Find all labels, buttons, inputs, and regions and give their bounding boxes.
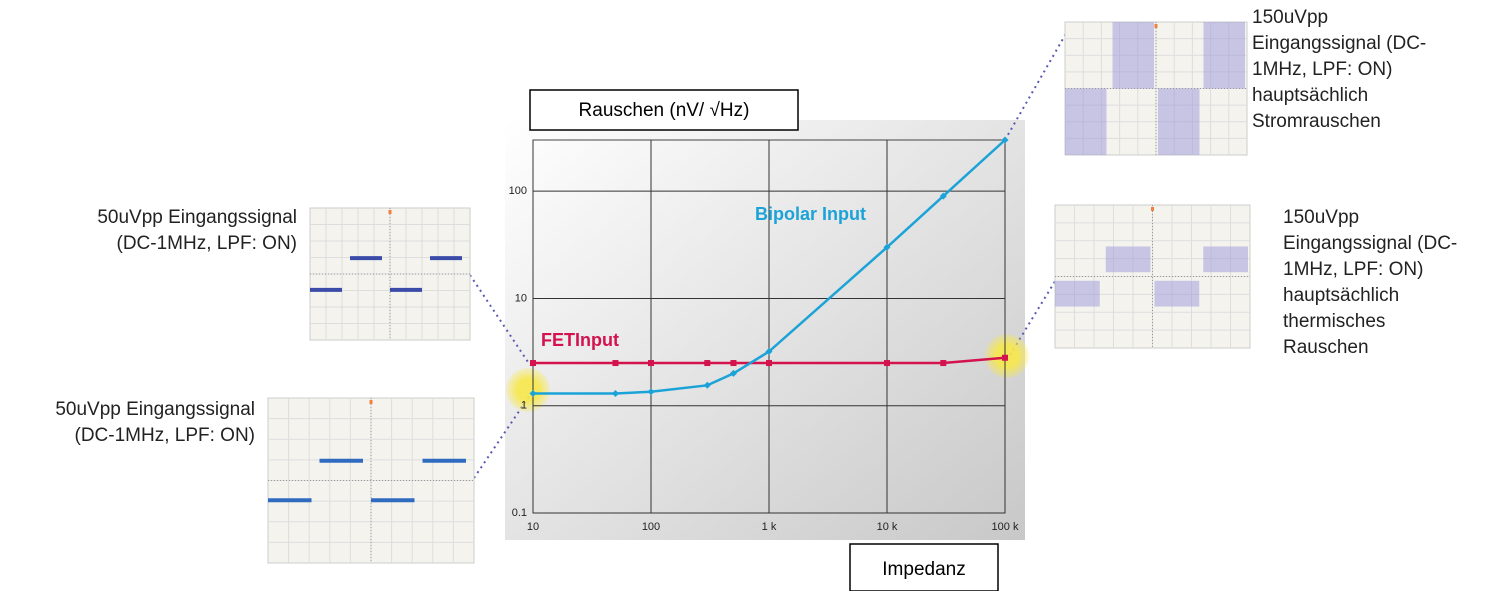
y-axis-label: Rauschen (nV/ √Hz)	[579, 100, 750, 121]
point	[612, 360, 618, 366]
scope-marker	[1151, 207, 1154, 211]
annotation: hauptsächlich	[1252, 85, 1368, 106]
y-tick-label: 10	[515, 292, 527, 304]
point	[940, 360, 946, 366]
x-tick-label: 10 k	[877, 521, 898, 533]
x-tick-label: 100	[642, 521, 660, 533]
point	[530, 360, 536, 366]
x-axis-label: Impedanz	[882, 559, 965, 580]
scope-noise	[1065, 89, 1107, 156]
point	[648, 360, 654, 366]
scope-noise	[1055, 281, 1100, 307]
chart: Rauschen (nV/ √Hz) Impedanz 150uVpp Einga…	[0, 0, 1510, 591]
scope-marker	[389, 210, 392, 214]
annotation: Eingangssignal (DC-	[1252, 33, 1426, 54]
series-label: FETInput	[541, 330, 619, 350]
scope-noise	[1204, 22, 1246, 89]
scope-noise	[1106, 246, 1151, 272]
point	[1002, 355, 1008, 361]
point	[704, 360, 710, 366]
scope-marker	[1155, 24, 1158, 28]
annotation: 50uVpp Eingangssignal	[97, 207, 297, 228]
annotation: 1MHz, LPF: ON)	[1283, 259, 1423, 280]
x-tick-label: 1 k	[762, 521, 777, 533]
annotation: hauptsächlich	[1283, 285, 1399, 306]
point	[730, 360, 736, 366]
annotation: Rauschen	[1283, 337, 1369, 358]
y-tick-label: 0.1	[512, 507, 527, 519]
annotation: 1MHz, LPF: ON)	[1252, 59, 1392, 80]
y-tick-label: 1	[521, 400, 527, 412]
series-label: Bipolar Input	[755, 204, 866, 224]
annotation: 150uVpp	[1252, 7, 1328, 28]
annotation: thermisches	[1283, 311, 1385, 332]
point	[766, 360, 772, 366]
annotation: (DC-1MHz, LPF: ON)	[75, 425, 256, 446]
annotation: 150uVpp	[1283, 207, 1359, 228]
scope-noise	[1158, 89, 1200, 156]
scope-noise	[1155, 281, 1200, 307]
scope-noise	[1113, 22, 1155, 89]
scope-noise	[1203, 246, 1248, 272]
scope-marker	[370, 400, 373, 404]
annotation: 50uVpp Eingangssignal	[55, 399, 255, 420]
x-tick-label: 10	[527, 521, 539, 533]
annotation: Eingangssignal (DC-	[1283, 233, 1457, 254]
x-tick-label: 100 k	[992, 521, 1019, 533]
y-tick-label: 100	[509, 185, 527, 197]
point	[884, 360, 890, 366]
annotation: (DC-1MHz, LPF: ON)	[117, 233, 298, 254]
annotation: Stromrauschen	[1252, 111, 1381, 132]
